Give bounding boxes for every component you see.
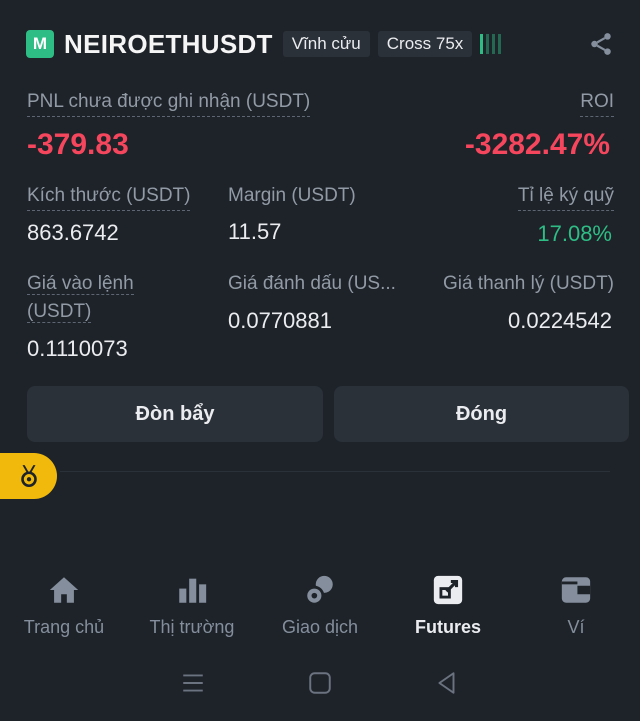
nav-trade-label: Giao dịch <box>281 617 359 637</box>
nav-futures[interactable]: Futures <box>384 565 512 645</box>
liquidation-price-label: Giá thanh lý (USDT) <box>442 273 614 294</box>
leverage-button[interactable]: Đòn bẩy <box>27 386 323 442</box>
size-value: 863.6742 <box>27 220 119 245</box>
nav-markets[interactable]: Thị trường <box>128 565 256 645</box>
mark-price-label: Giá đánh dấu (US... <box>228 273 396 294</box>
entry-price-label[interactable]: Giá vào lệnh (USDT) <box>27 270 134 326</box>
share-icon[interactable] <box>588 31 614 57</box>
mark-price-value: 0.0770881 <box>228 308 332 333</box>
entry-price-label-line1: Giá vào lệnh <box>27 273 134 295</box>
position-header: M NEIROETHUSDT Vĩnh cửu Cross 75x <box>26 28 614 60</box>
symbol-title[interactable]: NEIROETHUSDT <box>64 28 273 59</box>
back-icon[interactable] <box>434 670 460 696</box>
margin-ratio-value: 17.08% <box>537 221 612 246</box>
bottom-navigation: Trang chủ Thị trường Giao dịch Futures <box>0 565 640 645</box>
nav-home-label: Trang chủ <box>23 617 105 637</box>
margin-leverage-tag: Cross 75x <box>377 31 473 57</box>
margin-label: Margin (USDT) <box>228 185 356 206</box>
home-button-icon[interactable] <box>307 670 333 696</box>
margin-mode-badge: M <box>26 30 54 58</box>
risk-level-icon <box>480 34 502 54</box>
margin-value: 11.57 <box>228 219 282 244</box>
entry-price-value: 0.1110073 <box>27 336 128 361</box>
size-label[interactable]: Kích thước (USDT) <box>27 182 191 211</box>
close-position-button[interactable]: Đóng <box>334 386 629 442</box>
markets-icon <box>179 578 207 603</box>
margin-ratio-label[interactable]: Tỉ lệ ký quỹ <box>517 182 614 211</box>
home-icon <box>49 577 79 603</box>
futures-icon <box>433 575 463 605</box>
unrealized-pnl-label[interactable]: PNL chưa được ghi nhận (USDT) <box>27 88 311 117</box>
system-navigation-bar <box>0 660 640 705</box>
section-divider <box>60 471 610 472</box>
nav-wallet-label: Ví <box>567 617 585 637</box>
liquidation-price-value: 0.0224542 <box>508 308 612 333</box>
medal-icon[interactable] <box>0 453 57 499</box>
recent-apps-icon[interactable] <box>180 670 206 696</box>
unrealized-pnl-value: -379.83 <box>27 128 129 161</box>
nav-markets-label: Thị trường <box>149 617 235 637</box>
wallet-icon <box>561 577 591 603</box>
nav-futures-label: Futures <box>414 617 481 637</box>
contract-type-tag: Vĩnh cửu <box>282 31 370 57</box>
entry-price-label-line2: (USDT) <box>27 301 92 323</box>
nav-wallet[interactable]: Ví <box>512 565 640 645</box>
roi-value: -3282.47% <box>464 128 610 161</box>
trade-icon <box>304 575 333 606</box>
roi-label[interactable]: ROI <box>580 88 614 117</box>
nav-home[interactable]: Trang chủ <box>0 565 128 645</box>
nav-trade[interactable]: Giao dịch <box>256 565 384 645</box>
